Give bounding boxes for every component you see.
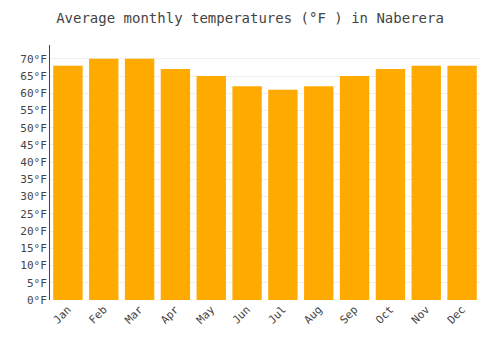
svg-text:30°F: 30°F: [20, 190, 47, 203]
svg-text:Jan: Jan: [51, 303, 74, 326]
svg-text:Aug: Aug: [302, 303, 325, 326]
svg-text:5°F: 5°F: [27, 277, 47, 290]
svg-text:Oct: Oct: [373, 303, 396, 326]
svg-text:May: May: [194, 303, 218, 327]
svg-text:Apr: Apr: [158, 303, 182, 327]
svg-text:Mar: Mar: [122, 303, 146, 327]
svg-text:0°F: 0°F: [27, 294, 47, 307]
svg-text:40°F: 40°F: [20, 156, 47, 169]
svg-text:15°F: 15°F: [20, 242, 47, 255]
svg-text:Nov: Nov: [409, 303, 433, 327]
svg-text:55°F: 55°F: [20, 104, 47, 117]
svg-text:45°F: 45°F: [20, 139, 47, 152]
svg-text:35°F: 35°F: [20, 173, 47, 186]
svg-text:65°F: 65°F: [20, 70, 47, 83]
svg-text:Dec: Dec: [445, 303, 468, 326]
svg-text:Average monthly temperatures (: Average monthly temperatures (°F ) in Na…: [56, 10, 444, 26]
svg-text:60°F: 60°F: [20, 87, 47, 100]
svg-text:Feb: Feb: [87, 303, 110, 326]
svg-text:10°F: 10°F: [20, 259, 47, 272]
svg-text:Sep: Sep: [337, 303, 360, 326]
svg-text:70°F: 70°F: [20, 53, 47, 66]
svg-text:50°F: 50°F: [20, 122, 47, 135]
svg-text:20°F: 20°F: [20, 225, 47, 238]
svg-text:Jul: Jul: [266, 303, 289, 326]
svg-text:Jun: Jun: [230, 303, 253, 326]
svg-text:25°F: 25°F: [20, 208, 47, 221]
